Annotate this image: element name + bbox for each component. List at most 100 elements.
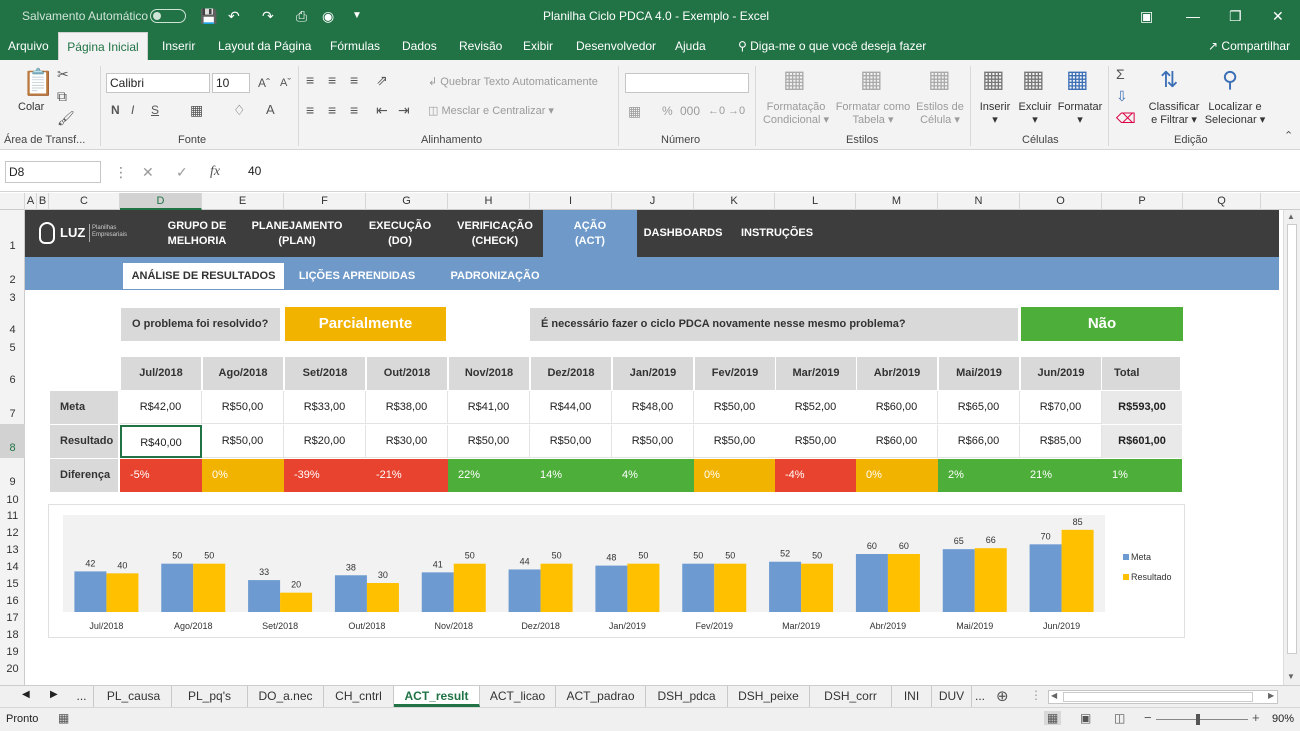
sheet-tab[interactable]: INI [892,686,932,707]
meta-cell[interactable]: R$41,00 [448,391,530,424]
result-cell[interactable]: R$66,00 [938,425,1020,458]
number-format-select[interactable] [625,73,749,93]
tab-inserir[interactable]: Inserir [162,39,196,53]
tab-desenvolvedor[interactable]: Desenvolvedor [576,39,657,53]
col-header-n[interactable]: N [938,193,1020,210]
nav-instrucoes[interactable]: INSTRUÇÕES [737,210,817,257]
indent-decrease-icon[interactable]: ⇤ [376,102,388,118]
meta-bar[interactable] [1029,544,1062,612]
wrap-text-button[interactable]: ↲ Quebrar Texto Automaticamente [428,76,598,88]
tab-exibir[interactable]: Exibir [523,39,554,53]
scroll-thumb[interactable] [1287,224,1297,654]
zoom-in-icon[interactable]: + [1252,710,1260,725]
ribbon-display-icon[interactable]: ▣ [1140,8,1154,24]
result-bar[interactable] [366,583,399,612]
col-header-f[interactable]: F [284,193,366,210]
result-cell[interactable]: R$20,00 [284,425,366,458]
tab-formulas[interactable]: Fórmulas [330,39,381,53]
horizontal-scrollbar[interactable]: ◀ ▶ [1048,690,1278,704]
row-header-7[interactable]: 7 [9,408,16,420]
col-header-q[interactable]: Q [1183,193,1261,210]
row-header-11[interactable]: 11 [6,510,19,522]
row-header-16[interactable]: 16 [6,595,19,607]
diff-cell[interactable]: 0% [694,459,776,492]
col-header-j[interactable]: J [612,193,694,210]
col-header-h[interactable]: H [448,193,530,210]
bold-button[interactable]: N [111,103,120,117]
print-preview-icon[interactable]: ⎙ [296,8,308,24]
meta-bar[interactable] [855,554,888,612]
diff-cell[interactable]: 0% [856,459,938,492]
result-bar[interactable] [627,563,660,612]
italic-button[interactable]: I [131,103,135,117]
col-header-c[interactable]: C [49,193,120,210]
row-header-14[interactable]: 14 [6,561,19,573]
result-cell[interactable]: R$30,00 [366,425,448,458]
scroll-down-icon[interactable]: ▼ [1287,672,1295,681]
meta-bar[interactable] [421,572,454,612]
col-header-o[interactable]: O [1020,193,1102,210]
meta-bar[interactable] [508,569,541,612]
nav-grupo-melhoria[interactable]: GRUPO DE MELHORIA [156,210,238,257]
autosave-toggle[interactable] [150,9,186,23]
meta-bar[interactable] [74,571,107,612]
nav-dashboards[interactable]: DASHBOARDS [641,210,725,257]
merge-center-button[interactable]: ◫ Mesclar e Centralizar ▾ [428,105,554,117]
align-middle-icon[interactable]: ≡ [328,72,337,88]
redo-icon[interactable]: ↷ [262,8,274,24]
result-cell[interactable]: R$50,00 [612,425,694,458]
col-header-e[interactable]: E [202,193,284,210]
tell-me-search[interactable]: ⚲ Diga-me o que você deseja fazer [730,32,934,60]
meta-cell[interactable]: R$33,00 [284,391,366,424]
meta-bar[interactable] [769,561,802,612]
copy-icon[interactable]: ⧉ [57,88,67,104]
meta-cell[interactable]: R$52,00 [775,391,857,424]
tab-dados[interactable]: Dados [402,39,437,53]
col-header-p[interactable]: P [1102,193,1183,210]
page-layout-icon[interactable]: ▣ [1080,711,1092,725]
result-bar[interactable] [453,563,486,612]
scroll-up-icon[interactable]: ▲ [1287,212,1295,221]
sheet-tab[interactable]: DSH_peixe [728,686,810,707]
meta-cell[interactable]: R$70,00 [1020,391,1102,424]
tab-layout[interactable]: Layout da Página [218,39,312,53]
select-all-corner[interactable] [0,193,25,210]
meta-bar[interactable] [248,580,281,612]
prev-sheet-icon[interactable]: ◀ [22,689,30,700]
result-bar[interactable] [106,573,139,612]
result-cell[interactable]: R$50,00 [775,425,857,458]
indent-increase-icon[interactable]: ⇥ [398,102,410,118]
scroll-left-icon[interactable]: ◀ [1051,691,1058,700]
meta-cell[interactable]: R$44,00 [530,391,612,424]
col-header-m[interactable]: M [856,193,938,210]
col-header-g[interactable]: G [366,193,448,210]
collapse-ribbon-icon[interactable]: ⌃ [1284,130,1294,142]
row-header-9[interactable]: 9 [9,476,16,488]
col-header-l[interactable]: L [775,193,856,210]
font-name-select[interactable]: Calibri [106,73,210,93]
result-bar[interactable] [974,548,1007,612]
add-sheet-icon[interactable]: ⊕ [996,688,1009,705]
zoom-out-icon[interactable]: − [1144,710,1152,725]
meta-vs-result-chart[interactable]: 42 40 Jul/2018 50 50 Ago/2018 33 20 Set/2018 38 30… [48,504,1185,638]
sheet-tab[interactable]: DO_a.nec [248,686,324,707]
decrease-font-icon[interactable]: Aˇ [280,77,291,89]
row-header-15[interactable]: 15 [6,578,19,590]
thousands-icon[interactable]: 000 [680,104,701,118]
row-header-18[interactable]: 18 [6,629,19,641]
diff-cell[interactable]: -4% [775,459,857,492]
tab-pagina-inicial[interactable]: Página Inicial [58,32,148,60]
col-header-b[interactable]: B [37,193,49,210]
meta-bar[interactable] [161,563,194,612]
cancel-icon[interactable]: ✕ [142,164,154,180]
fill-icon[interactable]: ⇩ [1116,88,1128,104]
meta-cell[interactable]: R$50,00 [202,391,284,424]
result-cell[interactable]: R$60,00 [856,425,938,458]
diff-cell[interactable]: -5% [120,459,202,492]
row-header-20[interactable]: 20 [6,663,19,675]
clear-icon[interactable]: ⌫ [1116,110,1136,126]
nav-acao[interactable]: AÇÃO (ACT) [543,210,637,257]
tab-divider-icon[interactable]: ⋮ [1030,688,1042,702]
diff-cell[interactable]: 0% [202,459,284,492]
col-header-i[interactable]: I [530,193,612,210]
